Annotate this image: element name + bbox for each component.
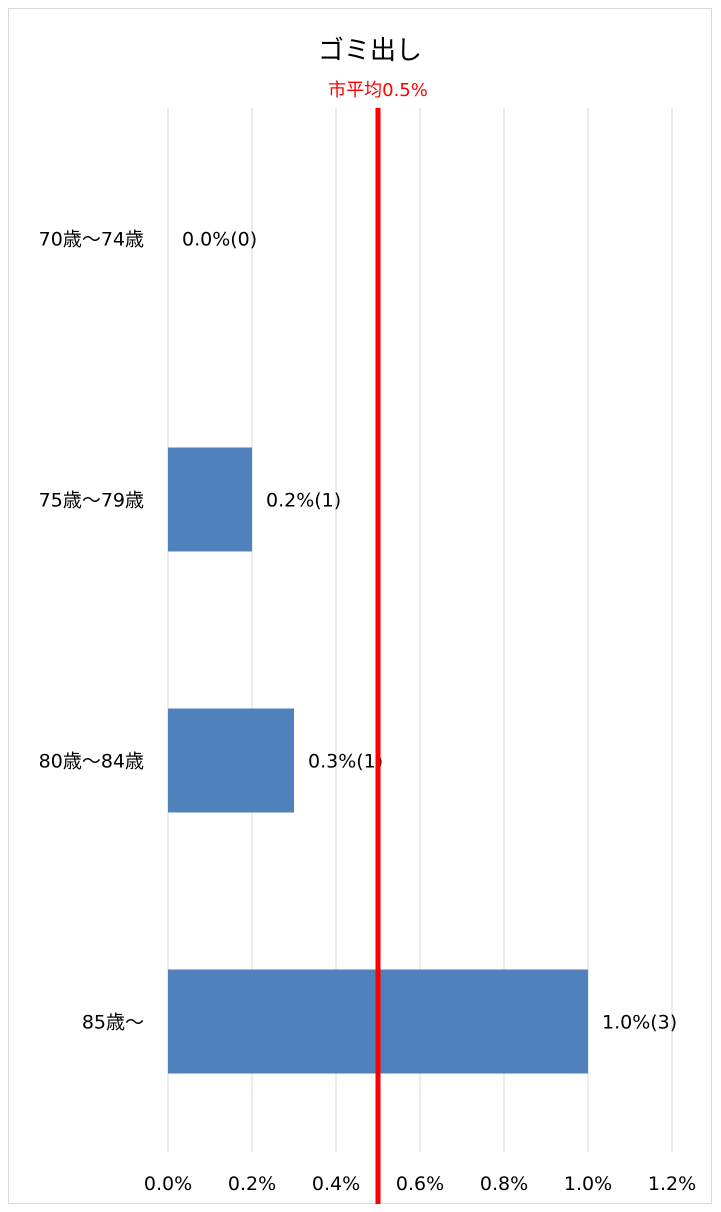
category-label-0: 70歳～74歳 <box>39 229 144 251</box>
data-label-1: 0.2%(1) <box>266 490 341 512</box>
data-label-2: 0.3%(1) <box>308 751 383 773</box>
data-label-3: 1.0%(3) <box>602 1012 677 1034</box>
x-tick-label-4: 0.8% <box>480 1173 528 1195</box>
data-labels: 0.0%(0) 0.2%(1) 0.3%(1) 1.0%(3) <box>182 229 677 1034</box>
category-labels: 70歳～74歳 75歳～79歳 80歳～84歳 85歳～ <box>39 229 144 1034</box>
reference-line-group: 市平均0.5% <box>328 80 428 1204</box>
bar-2 <box>168 708 294 813</box>
x-tick-label-0: 0.0% <box>144 1173 192 1195</box>
chart-title: ゴミ出し <box>318 36 422 66</box>
x-tick-label-5: 1.0% <box>564 1173 612 1195</box>
reference-line-label: 市平均0.5% <box>328 80 428 101</box>
data-label-0: 0.0%(0) <box>182 229 257 251</box>
category-label-1: 75歳～79歳 <box>39 490 144 512</box>
x-tick-label-3: 0.6% <box>396 1173 444 1195</box>
bar-1 <box>168 447 252 552</box>
x-tick-label-2: 0.4% <box>312 1173 360 1195</box>
category-label-2: 80歳～84歳 <box>39 751 144 773</box>
x-axis-tick-labels: 0.0% 0.2% 0.4% 0.6% 0.8% 1.0% 1.2% <box>144 1173 696 1195</box>
category-label-3: 85歳～ <box>82 1012 144 1034</box>
x-tick-label-6: 1.2% <box>648 1173 696 1195</box>
x-tick-label-1: 0.2% <box>228 1173 276 1195</box>
